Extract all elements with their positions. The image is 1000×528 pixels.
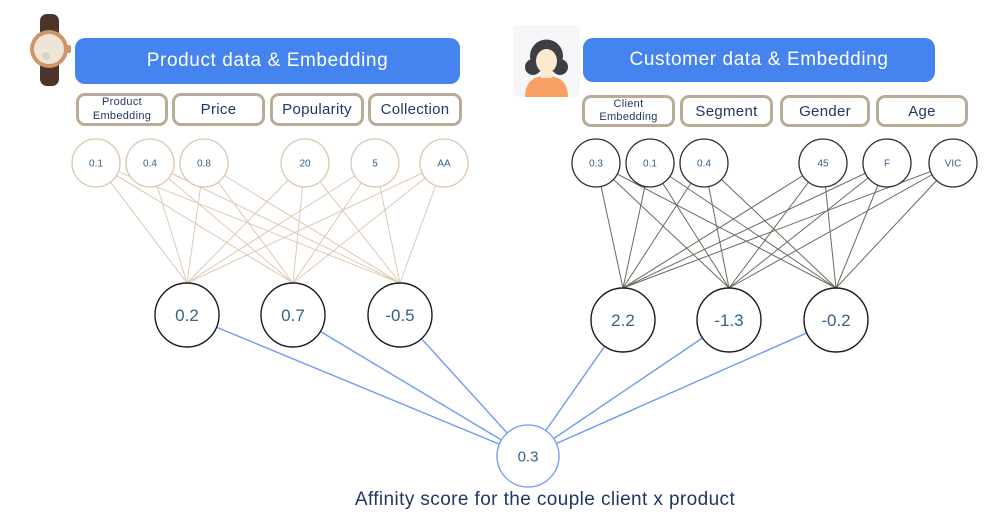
product-input-hidden-edge bbox=[95, 162, 294, 284]
product-input-hidden-edge bbox=[203, 162, 294, 284]
product-input-hidden-edge bbox=[304, 162, 401, 284]
customer-input-hidden-edge bbox=[703, 162, 837, 289]
feature-box-age: Age bbox=[876, 95, 968, 127]
product-input-node bbox=[280, 138, 330, 188]
customer-input-value: 0.4 bbox=[697, 159, 711, 170]
product-hidden-node bbox=[367, 282, 433, 348]
product-header: Product data & Embedding bbox=[75, 38, 460, 84]
product-hidden-value: 0.7 bbox=[281, 306, 305, 325]
feature-box-price: Price bbox=[172, 93, 265, 126]
customer-hidden-node bbox=[803, 287, 869, 353]
customer-hidden-value: -0.2 bbox=[821, 311, 850, 330]
product-input-hidden-edge bbox=[186, 162, 445, 284]
customer-input-node bbox=[625, 138, 675, 188]
watch-subdial bbox=[42, 52, 50, 60]
product-input-value: AA bbox=[437, 159, 451, 170]
product-input-node bbox=[71, 138, 121, 188]
customer-hidden-value: 2.2 bbox=[611, 311, 635, 330]
product-input-node bbox=[350, 138, 400, 188]
watch-crown bbox=[66, 45, 71, 53]
customer-input-hidden-edge bbox=[728, 162, 888, 289]
customer-hidden-node bbox=[590, 287, 656, 353]
product-input-hidden-edge bbox=[95, 162, 188, 284]
customer-input-node bbox=[798, 138, 848, 188]
feature-box-product-embedding: Product Embedding bbox=[76, 93, 168, 126]
customer-output-edge bbox=[527, 319, 837, 457]
customer-input-value: F bbox=[884, 159, 890, 170]
customer-input-hidden-edge bbox=[595, 162, 730, 289]
customer-input-hidden-edge bbox=[728, 162, 824, 289]
customer-input-hidden-edge bbox=[622, 162, 705, 289]
customer-input-node bbox=[679, 138, 729, 188]
feature-box-gender: Gender bbox=[780, 95, 870, 127]
customer-hidden-node bbox=[696, 287, 762, 353]
customer-input-hidden-edge bbox=[835, 162, 954, 289]
product-hidden-node bbox=[260, 282, 326, 348]
product-input-value: 0.4 bbox=[143, 159, 157, 170]
output-value: 0.3 bbox=[518, 448, 539, 465]
feature-box-segment: Segment bbox=[680, 95, 773, 127]
product-hidden-value: -0.5 bbox=[385, 306, 414, 325]
affinity-caption: Affinity score for the couple client x p… bbox=[354, 489, 736, 510]
customer-input-value: VIC bbox=[945, 159, 962, 170]
product-hidden-node bbox=[154, 282, 220, 348]
avatar-shoulders bbox=[525, 76, 568, 97]
product-input-hidden-edge bbox=[203, 162, 401, 284]
customer-input-value: 45 bbox=[817, 159, 829, 170]
product-input-value: 20 bbox=[299, 159, 311, 170]
customer-input-node bbox=[928, 138, 978, 188]
product-input-node bbox=[419, 138, 469, 188]
product-input-value: 0.8 bbox=[197, 159, 211, 170]
customer-input-hidden-edge bbox=[622, 162, 954, 289]
customer-input-hidden-edge bbox=[622, 162, 888, 289]
product-input-node bbox=[179, 138, 229, 188]
product-input-hidden-edge bbox=[186, 162, 306, 284]
product-input-hidden-edge bbox=[292, 162, 445, 284]
product-output-edge bbox=[292, 314, 529, 457]
customer-input-node bbox=[571, 138, 621, 188]
customer-hidden-value: -1.3 bbox=[714, 311, 743, 330]
customer-input-hidden-edge bbox=[622, 162, 824, 289]
customer-input-value: 0.3 bbox=[589, 159, 603, 170]
customer-header: Customer data & Embedding bbox=[583, 38, 935, 82]
product-input-value: 5 bbox=[372, 159, 378, 170]
customer-input-hidden-edge bbox=[728, 162, 954, 289]
product-hidden-value: 0.2 bbox=[175, 306, 199, 325]
customer-input-hidden-edge bbox=[649, 162, 837, 289]
customer-output-edge bbox=[527, 319, 730, 457]
customer-input-node bbox=[862, 138, 912, 188]
feature-box-collection: Collection bbox=[368, 93, 462, 126]
product-output-edge bbox=[186, 314, 529, 457]
woman-avatar-icon bbox=[513, 25, 580, 97]
feature-box-client-embedding: Client Embedding bbox=[582, 95, 675, 127]
feature-box-popularity: Popularity bbox=[270, 93, 364, 126]
avatar-face bbox=[536, 49, 557, 73]
customer-input-value: 0.1 bbox=[643, 159, 657, 170]
product-input-hidden-edge bbox=[186, 162, 376, 284]
output-node bbox=[496, 424, 560, 488]
product-input-hidden-edge bbox=[149, 162, 294, 284]
watch-dial bbox=[34, 34, 64, 64]
watch-icon bbox=[26, 14, 72, 86]
product-input-node bbox=[125, 138, 175, 188]
product-input-value: 0.1 bbox=[89, 159, 103, 170]
